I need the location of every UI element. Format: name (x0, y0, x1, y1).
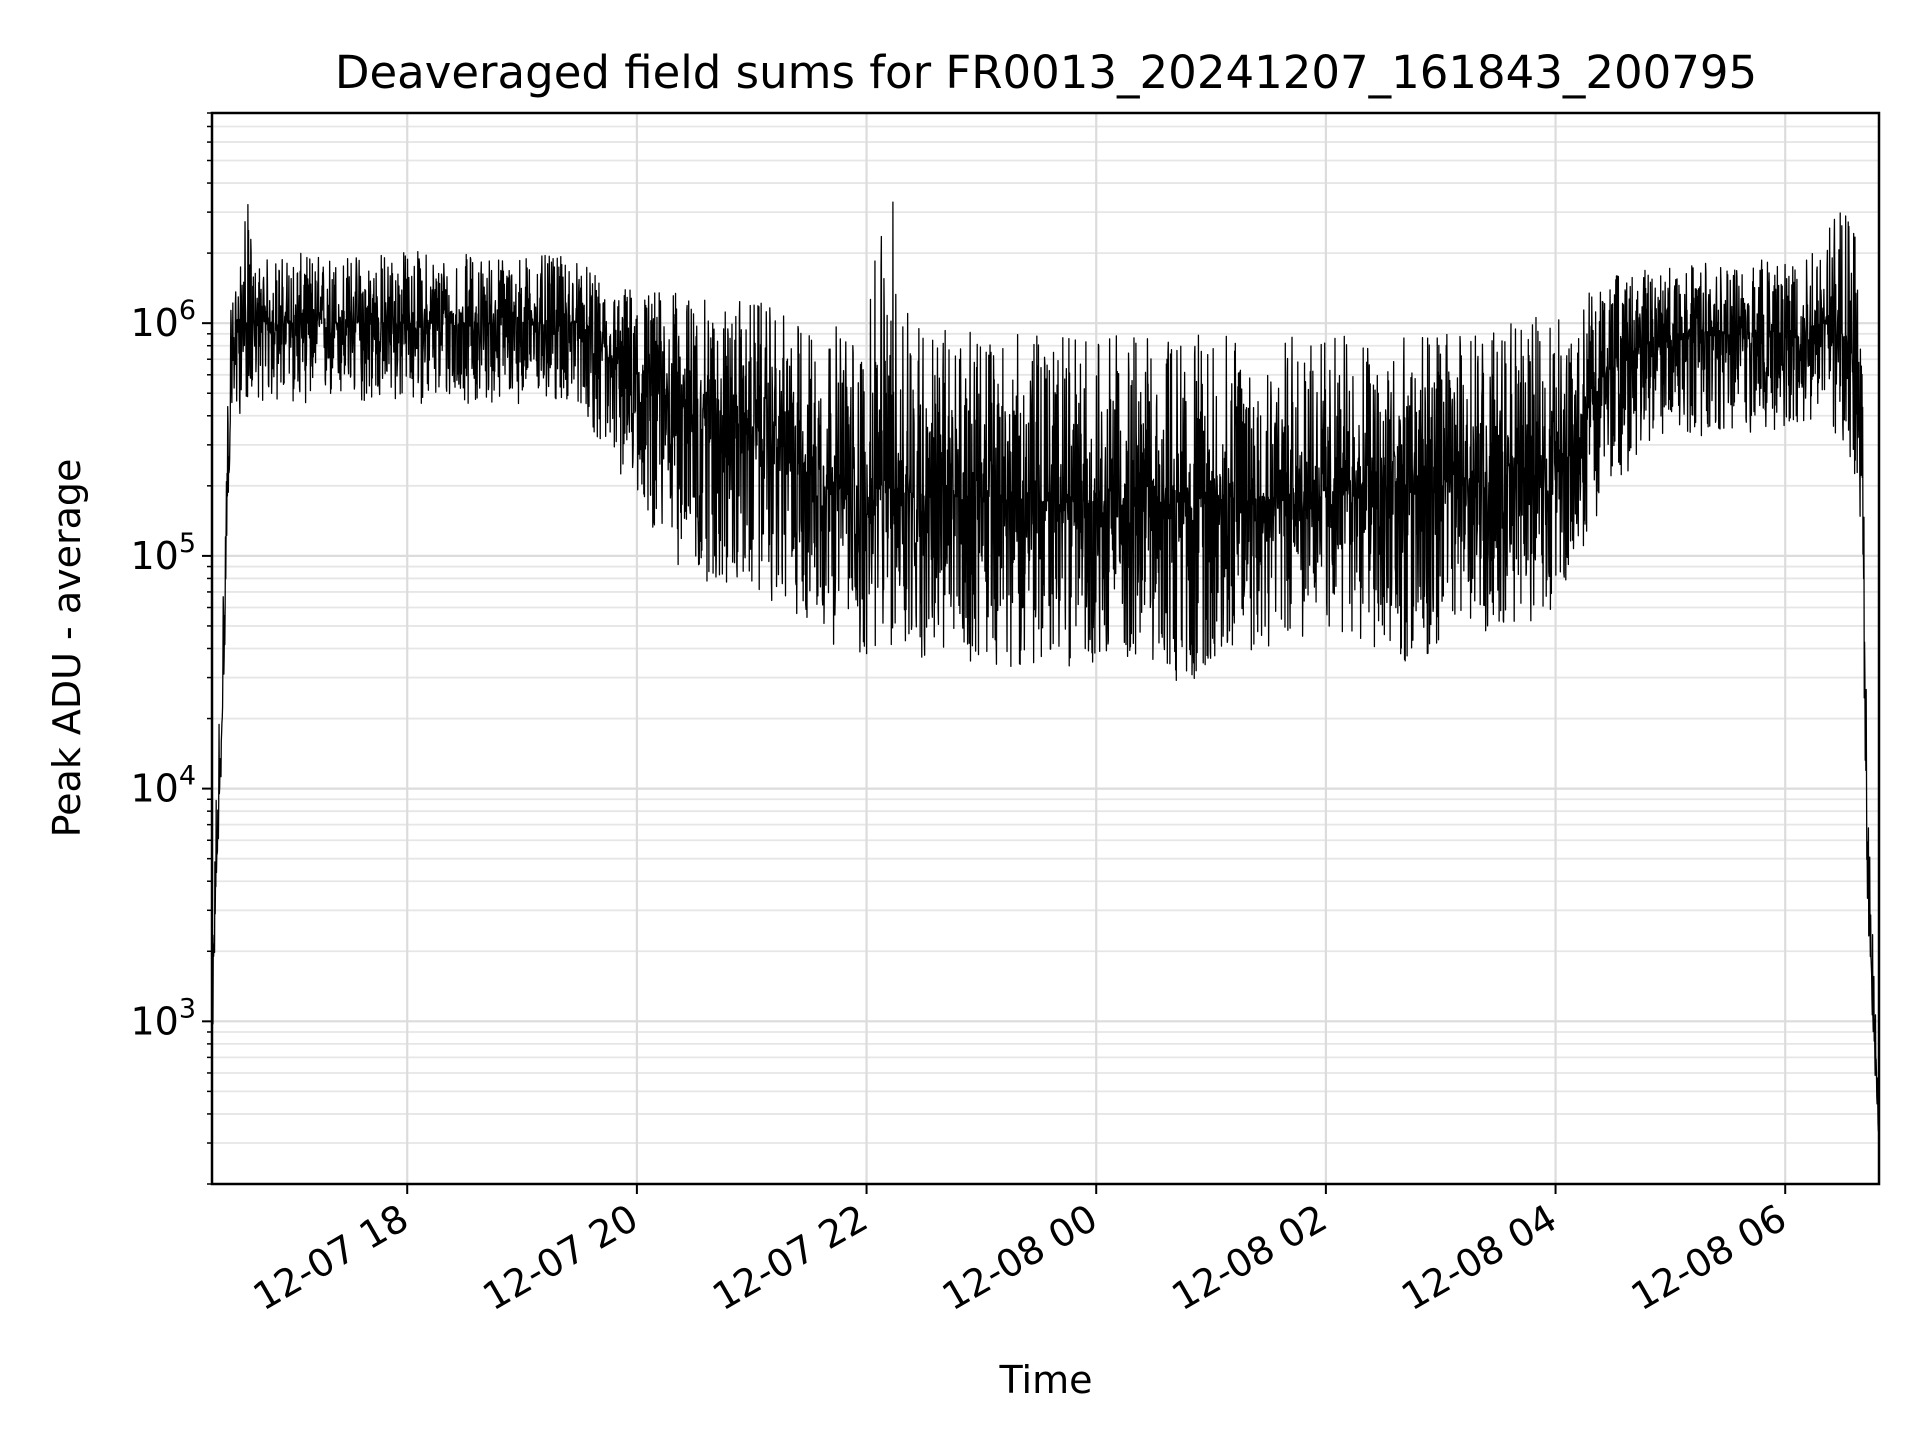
y-tick-label: 104 (130, 761, 196, 811)
series-line (211, 201, 1880, 1144)
y-tick-label: 105 (130, 528, 196, 578)
chart-title: Deaveraged field sums for FR0013_2024120… (335, 46, 1757, 99)
y-tick-label: 106 (130, 295, 196, 345)
y-tick-label: 103 (130, 993, 196, 1043)
y-axis: 103 104 105 106 (130, 112, 212, 1185)
y-axis-label: Peak ADU - average (45, 459, 89, 838)
series-layer (211, 201, 1880, 1144)
grid (212, 112, 1879, 1185)
x-axis-label: Time (999, 1358, 1093, 1402)
